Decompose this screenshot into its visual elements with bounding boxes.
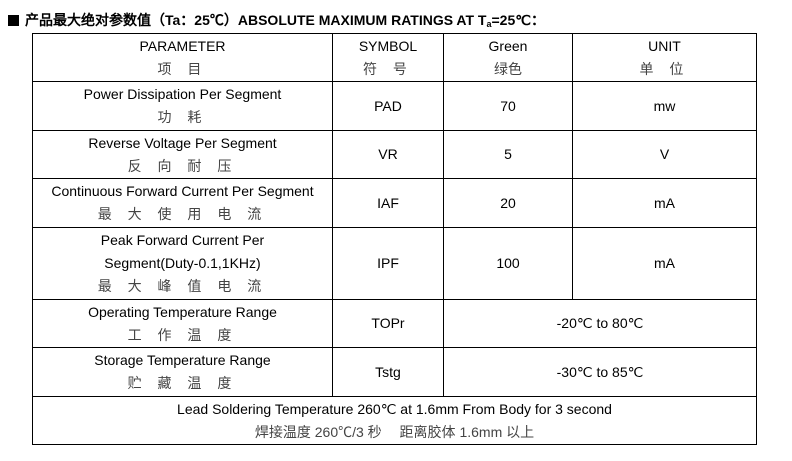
table-row: Operating Temperature Range 工 作 温 度 TOPr … <box>32 299 757 348</box>
table-header-row: PARAMETER 项 目 SYMBOL 符 号 Green 绿色 UNIT 单 位 <box>32 33 757 82</box>
ratings-table: PARAMETER 项 目 SYMBOL 符 号 Green 绿色 UNIT 单 位 P… <box>32 33 757 445</box>
header-green: Green 绿色 <box>443 33 573 82</box>
header-symbol: SYMBOL 符 号 <box>332 33 444 82</box>
table-row: Reverse Voltage Per Segment 反 向 耐 压 VR 5 … <box>32 130 757 179</box>
table-row: Power Dissipation Per Segment 功 耗 PAD 70 … <box>32 81 757 131</box>
header-unit: UNIT 单 位 <box>572 33 757 82</box>
table-row: Peak Forward Current Per Segment(Duty-0.1… <box>32 227 757 300</box>
bullet-square-icon <box>8 15 19 26</box>
header-parameter: PARAMETER 项 目 <box>32 33 333 82</box>
table-row: Continuous Forward Current Per Segment 最 … <box>32 178 757 228</box>
table-row: Storage Temperature Range 贮 藏 温 度 Tstg -3… <box>32 347 757 397</box>
section-title: 产品最大绝对参数值（Ta：25℃）ABSOLUTE MAXIMUM RATING… <box>8 10 545 30</box>
footer-row: Lead Soldering Temperature 260℃ at 1.6mm… <box>32 396 757 445</box>
